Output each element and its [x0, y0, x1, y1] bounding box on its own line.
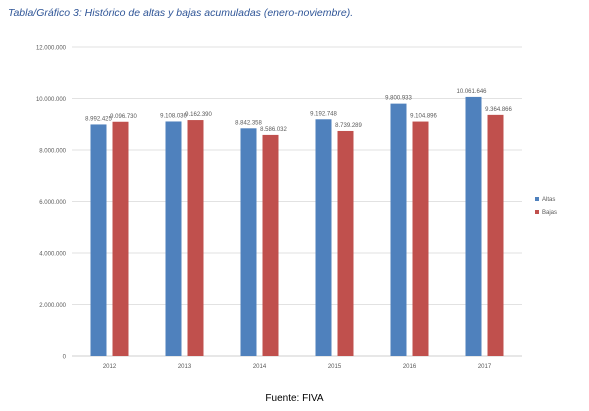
data-label-bajas: 8.739.289: [335, 123, 362, 129]
data-label-altas: 9.800.933: [385, 96, 412, 102]
data-label-altas: 10.061.646: [456, 89, 487, 95]
x-tick-label: 2012: [103, 364, 117, 370]
x-tick-label: 2014: [253, 364, 267, 370]
bar-altas: [465, 96, 482, 357]
data-label-altas: 8.992.425: [85, 116, 112, 122]
bar-bajas: [187, 120, 204, 357]
bar-altas: [390, 103, 407, 356]
bar-bajas: [487, 114, 504, 356]
bar-altas: [165, 121, 182, 356]
data-label-altas: 9.192.748: [310, 111, 337, 117]
legend-label: Bajas: [542, 210, 557, 216]
y-tick-label: 0: [63, 355, 67, 361]
x-tick-label: 2017: [478, 364, 492, 370]
x-tick-label: 2016: [403, 364, 417, 370]
bar-bajas: [412, 121, 429, 357]
y-tick-label: 12.000.000: [36, 46, 67, 52]
y-tick-label: 4.000.000: [39, 252, 66, 258]
bar-altas: [240, 128, 257, 356]
data-label-bajas: 9.162.390: [185, 112, 212, 118]
chart-caption: Tabla/Gráfico 3: Histórico de altas y ba…: [8, 7, 354, 19]
y-tick-label: 10.000.000: [36, 97, 67, 103]
data-label-bajas: 9.104.896: [410, 114, 437, 120]
legend-swatch: [535, 210, 539, 214]
legend-label: Altas: [542, 197, 555, 203]
bar-bajas: [262, 134, 279, 356]
x-tick-label: 2013: [178, 364, 192, 370]
x-tick-label: 2015: [328, 364, 342, 370]
y-tick-label: 8.000.000: [39, 149, 66, 155]
data-label-altas: 8.842.358: [235, 120, 262, 126]
bar-altas: [90, 124, 107, 356]
bar-bajas: [112, 121, 129, 356]
bar-bajas: [337, 130, 354, 356]
source-note: Fuente: FIVA: [265, 393, 324, 404]
y-tick-label: 2.000.000: [39, 303, 66, 309]
data-label-bajas: 9.364.866: [485, 107, 512, 113]
bar-altas: [315, 119, 332, 356]
y-tick-label: 6.000.000: [39, 200, 66, 206]
data-label-altas: 9.108.036: [160, 113, 187, 119]
bar-chart: 0 2.000.000 4.000.000 6.000.000 8.000.000 10.…: [36, 46, 557, 371]
legend-swatch: [535, 197, 539, 201]
data-label-bajas: 8.586.032: [260, 127, 287, 133]
data-label-bajas: 9.096.730: [110, 114, 137, 120]
